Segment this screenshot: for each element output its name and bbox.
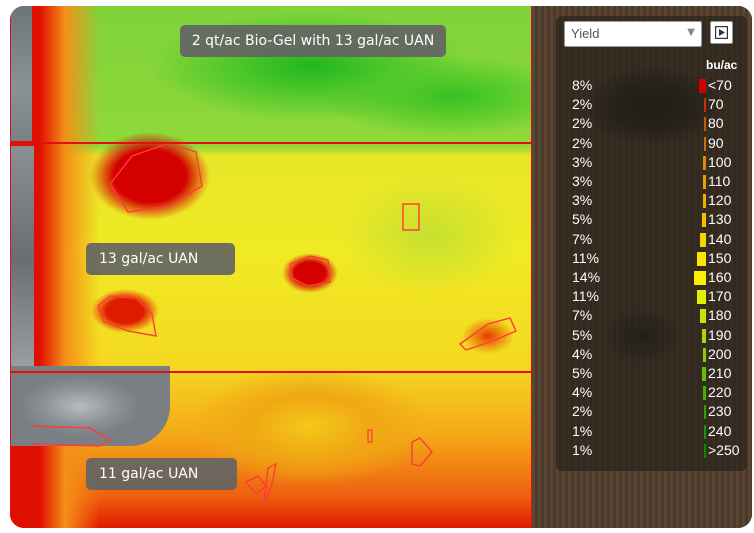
map-frame[interactable]: 2 qt/ac Bio-Gel with 13 gal/ac UAN 13 ga…	[10, 6, 752, 528]
legend-row: 5% 190	[556, 326, 747, 345]
legend-value: 170	[708, 288, 732, 305]
legend-value: 100	[708, 153, 732, 170]
legend-percent: 3%	[572, 173, 593, 189]
chevron-down-icon: ▼	[687, 27, 695, 38]
legend-percent: 11%	[572, 288, 599, 305]
legend-percent: 8%	[572, 77, 593, 93]
legend-color-bar	[704, 117, 706, 132]
legend-percent: 2%	[572, 96, 593, 113]
legend-row: 1% 240	[556, 422, 747, 441]
legend-value: 190	[708, 326, 732, 343]
legend-color-bar	[704, 405, 706, 420]
legend-row: 3% 110	[556, 172, 747, 191]
legend-value: 80	[708, 115, 724, 132]
legend-value: 140	[708, 230, 732, 247]
legend-value: 180	[708, 307, 732, 324]
legend-row: 14% 160	[556, 268, 747, 287]
legend-percent: 14%	[572, 269, 601, 285]
legend-row: 3% 120	[556, 191, 747, 210]
legend-color-bar	[699, 79, 706, 93]
legend-value: >250	[708, 441, 740, 458]
layer-select-value: Yield	[571, 26, 600, 41]
legend-color-bar	[704, 443, 706, 458]
legend-row: 11% 150	[556, 249, 747, 268]
trial-zone-11gal[interactable]	[10, 372, 532, 528]
legend-percent: 1%	[572, 422, 593, 439]
legend-row: 7% 180	[556, 306, 747, 325]
legend-row: 2% 230	[556, 402, 747, 421]
legend-color-bar	[702, 328, 706, 343]
legend-row: 2% 70	[556, 95, 747, 114]
legend-color-bar	[703, 175, 706, 189]
legend-value: 230	[708, 403, 732, 420]
legend-value: 70	[708, 96, 724, 113]
legend-color-bar	[700, 232, 706, 247]
non-crop-area	[10, 146, 34, 371]
zone-label-13gal: 13 gal/ac UAN	[86, 243, 235, 275]
legend-row: 4% 200	[556, 345, 747, 364]
legend-percent: 2%	[572, 134, 593, 151]
legend-row: 5% 130	[556, 210, 747, 229]
yield-legend: Yield ▼ bu/ac 8% <70 2% 70 2% 80 2% 90 3% 100 3% 11…	[556, 16, 747, 471]
legend-value: 110	[708, 173, 731, 189]
legend-value: 240	[708, 422, 732, 439]
legend-value: 200	[708, 345, 732, 362]
legend-row: 7% 140	[556, 230, 747, 249]
legend-percent: 11%	[572, 249, 599, 266]
legend-percent: 4%	[572, 384, 593, 401]
legend-color-bar	[704, 424, 706, 439]
legend-color-bar	[702, 213, 706, 228]
legend-percent: 5%	[572, 211, 593, 228]
legend-value: 220	[708, 384, 732, 401]
legend-color-bar	[703, 155, 706, 170]
non-crop-area	[10, 366, 170, 446]
legend-percent: 7%	[572, 230, 593, 247]
layer-select[interactable]: Yield ▼	[564, 21, 702, 47]
non-crop-area	[10, 6, 32, 141]
legend-percent: 4%	[572, 345, 593, 362]
legend-color-bar	[704, 136, 706, 151]
legend-row: 8% <70	[556, 76, 747, 95]
legend-row: 4% 220	[556, 383, 747, 402]
legend-value: 130	[708, 211, 732, 228]
legend-percent: 5%	[572, 326, 593, 343]
trial-zone-13gal[interactable]	[10, 143, 532, 372]
legend-color-bar	[704, 98, 706, 113]
legend-value: 120	[708, 192, 732, 209]
legend-row: 3% 100	[556, 153, 747, 172]
legend-percent: 7%	[572, 307, 593, 324]
legend-value: <70	[708, 77, 732, 93]
legend-unit: bu/ac	[706, 58, 738, 72]
legend-percent: 2%	[572, 115, 593, 132]
legend-row: 2% 90	[556, 134, 747, 153]
legend-percent: 3%	[572, 192, 593, 209]
legend-color-bar	[694, 271, 706, 285]
legend-percent: 3%	[572, 153, 593, 170]
legend-color-bar	[703, 386, 706, 401]
legend-color-bar	[700, 309, 706, 324]
legend-percent: 1%	[572, 441, 593, 458]
legend-row: 2% 80	[556, 114, 747, 133]
legend-value: 160	[708, 269, 732, 285]
play-icon	[715, 26, 728, 39]
play-button[interactable]	[710, 21, 733, 44]
trial-zone-biogel[interactable]	[10, 6, 532, 143]
legend-color-bar	[697, 251, 706, 266]
legend-value: 90	[708, 134, 724, 151]
legend-color-bar	[702, 367, 706, 381]
legend-row: 1% >250	[556, 441, 747, 460]
legend-percent: 5%	[572, 365, 593, 381]
zone-label-11gal: 11 gal/ac UAN	[86, 458, 237, 490]
legend-color-bar	[697, 290, 706, 305]
legend-percent: 2%	[572, 403, 593, 420]
legend-value: 150	[708, 249, 732, 266]
legend-color-bar	[703, 347, 706, 362]
legend-value: 210	[708, 365, 732, 381]
legend-row: 11% 170	[556, 287, 747, 306]
low-yield-outlines	[31, 142, 517, 505]
legend-color-bar	[703, 194, 706, 209]
legend-row: 5% 210	[556, 364, 747, 383]
zone-label-biogel: 2 qt/ac Bio-Gel with 13 gal/ac UAN	[180, 25, 446, 57]
